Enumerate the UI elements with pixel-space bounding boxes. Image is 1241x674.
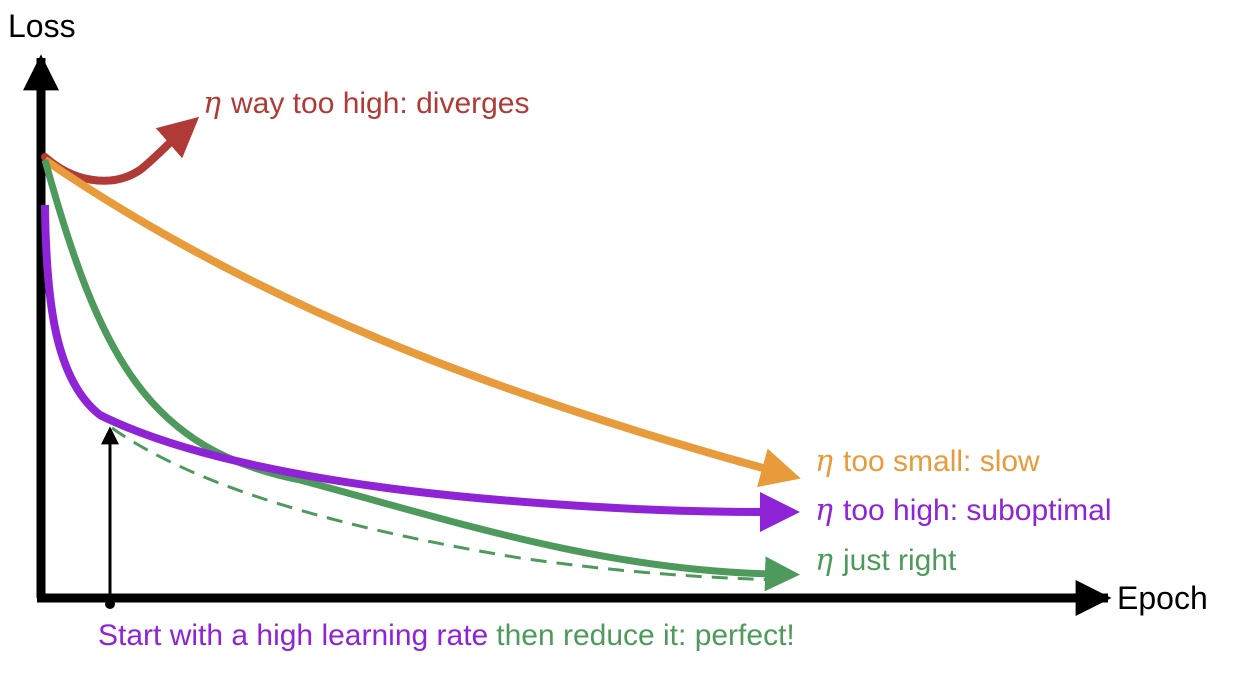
curve-slow bbox=[42, 156, 801, 488]
label-suboptimal: η too high: suboptimal bbox=[815, 493, 1112, 528]
x-axis-label: Epoch bbox=[1117, 580, 1208, 616]
eta-symbol: η bbox=[203, 86, 221, 121]
curve-suboptimal bbox=[41, 204, 800, 532]
eta-symbol: η bbox=[815, 493, 833, 528]
label-slow: η too small: slow bbox=[815, 444, 1040, 479]
label-suboptimal-text: too high: suboptimal bbox=[843, 494, 1112, 527]
curve-just-right bbox=[41, 159, 800, 592]
eta-symbol: η bbox=[815, 444, 833, 479]
label-just-right-text: just right bbox=[842, 544, 957, 577]
caption-part1: Start with a high learning rate bbox=[98, 619, 488, 652]
y-axis-label: Loss bbox=[8, 8, 76, 44]
caption-part2: then reduce it: perfect! bbox=[496, 619, 795, 652]
switch-pointer-dot bbox=[105, 599, 115, 609]
label-diverges: η way too high: diverges bbox=[203, 86, 530, 121]
label-just-right: η just right bbox=[815, 543, 957, 578]
eta-symbol: η bbox=[815, 543, 833, 578]
label-slow-text: too small: slow bbox=[843, 445, 1040, 478]
caption: Start with a high learning rate then redu… bbox=[98, 619, 795, 652]
label-diverges-text: way too high: diverges bbox=[230, 87, 530, 120]
